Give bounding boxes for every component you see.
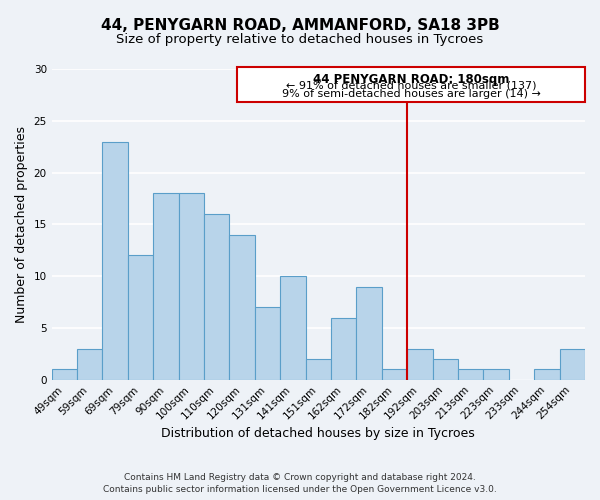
Text: Size of property relative to detached houses in Tycroes: Size of property relative to detached ho… [116, 32, 484, 46]
Bar [153, 194, 179, 380]
Bar [52, 370, 77, 380]
Y-axis label: Number of detached properties: Number of detached properties [15, 126, 28, 323]
Text: Contains HM Land Registry data © Crown copyright and database right 2024.: Contains HM Land Registry data © Crown c… [124, 472, 476, 482]
Text: 44 PENYGARN ROAD: 180sqm: 44 PENYGARN ROAD: 180sqm [313, 72, 509, 86]
FancyBboxPatch shape [237, 67, 585, 102]
Text: 9% of semi-detached houses are larger (14) →: 9% of semi-detached houses are larger (1… [281, 89, 541, 99]
Bar [433, 359, 458, 380]
Text: 44, PENYGARN ROAD, AMMANFORD, SA18 3PB: 44, PENYGARN ROAD, AMMANFORD, SA18 3PB [101, 18, 499, 32]
Bar [484, 370, 509, 380]
Bar [128, 256, 153, 380]
Bar [103, 142, 128, 380]
Bar [179, 194, 204, 380]
Bar [560, 348, 585, 380]
Bar [458, 370, 484, 380]
Bar [280, 276, 305, 380]
Text: ← 91% of detached houses are smaller (137): ← 91% of detached houses are smaller (13… [286, 81, 536, 91]
Bar [534, 370, 560, 380]
Bar [229, 234, 255, 380]
Bar [255, 307, 280, 380]
Bar [331, 318, 356, 380]
Bar [382, 370, 407, 380]
X-axis label: Distribution of detached houses by size in Tycroes: Distribution of detached houses by size … [161, 427, 475, 440]
Bar [305, 359, 331, 380]
Bar [356, 286, 382, 380]
Bar [204, 214, 229, 380]
Bar [407, 348, 433, 380]
Bar [77, 348, 103, 380]
Text: Contains public sector information licensed under the Open Government Licence v3: Contains public sector information licen… [103, 485, 497, 494]
